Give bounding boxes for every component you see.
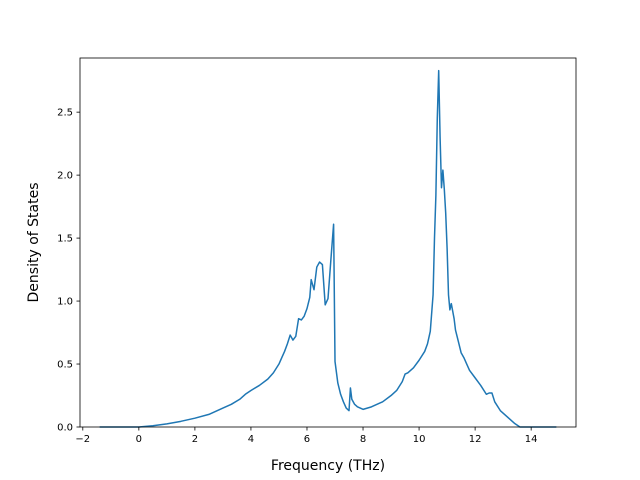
x-tick-label: 2: [192, 434, 198, 445]
x-tick-label: 12: [469, 434, 482, 445]
y-tick-label: 0.0: [57, 423, 73, 434]
x-tick-label: 4: [248, 434, 254, 445]
x-tick-label: 10: [413, 434, 426, 445]
x-axis-ticks: −2 0 2 4 6 8 10 12 14: [75, 427, 538, 445]
plot-area: [99, 69, 557, 428]
axes-frame: [79, 57, 577, 428]
dos-series-line: [99, 69, 557, 428]
x-axis-label: Frequency (THz): [271, 458, 385, 474]
y-tick-label: 2.0: [57, 171, 73, 182]
x-tick-label: 8: [360, 434, 366, 445]
y-tick-label: 2.5: [57, 108, 73, 119]
y-tick-label: 1.0: [57, 297, 73, 308]
x-tick-label: 0: [136, 434, 142, 445]
x-tick-label: 14: [525, 434, 538, 445]
y-axis-ticks: 0.0 0.5 1.0 1.5 2.0 2.5: [57, 108, 80, 434]
y-tick-label: 0.5: [57, 360, 73, 371]
y-tick-label: 1.5: [57, 234, 73, 245]
x-tick-label: 6: [304, 434, 310, 445]
y-axis-label: Density of States: [26, 183, 42, 303]
x-tick-label: −2: [75, 434, 90, 445]
